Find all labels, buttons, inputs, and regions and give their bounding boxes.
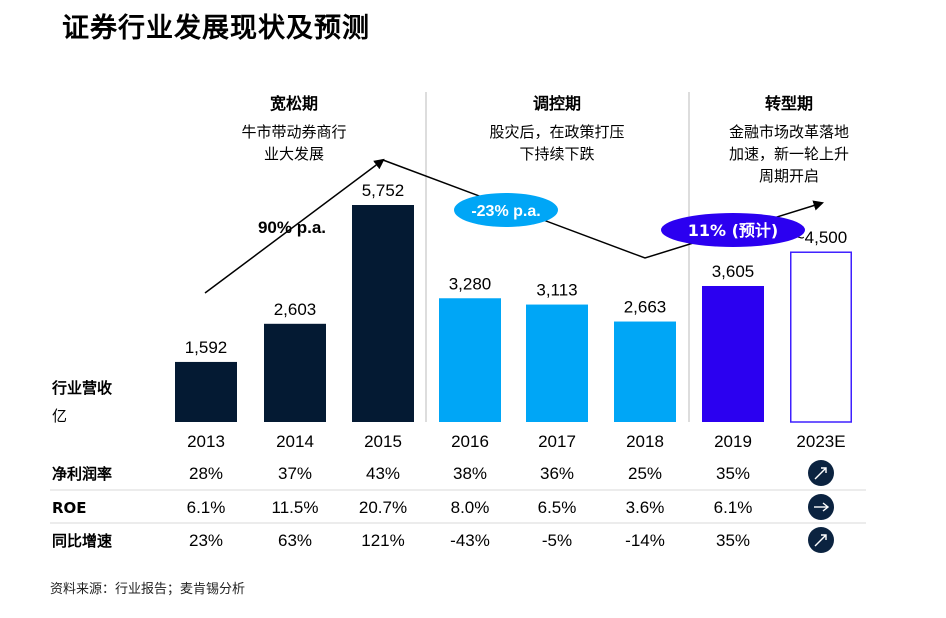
phase-name: 转型期 (765, 94, 813, 113)
phase-desc: 业大发展 (264, 145, 324, 163)
arrow-shaft (814, 467, 827, 480)
bar-2015 (352, 205, 414, 422)
category-label-2019: 2019 (714, 432, 752, 451)
table-cell: 43% (366, 464, 400, 483)
decline-rate-pill (454, 193, 558, 227)
table-cell: 28% (189, 464, 223, 483)
table-cell: 11.5% (272, 498, 319, 517)
table-cell: 121% (361, 531, 404, 550)
category-label-2014: 2014 (276, 432, 314, 451)
phase-desc: 周期开启 (759, 167, 819, 185)
y-axis-label: 行业营收 (51, 379, 112, 397)
value-label-2014: 2,603 (274, 300, 317, 319)
table-cell: -5% (542, 531, 572, 550)
table-cell: 6.5% (538, 498, 577, 517)
bar-2017 (526, 304, 588, 422)
bar-2023E (790, 251, 852, 423)
table-cell: 36% (540, 464, 574, 483)
table-cell: 8.0% (451, 498, 490, 517)
value-label-2018: 2,663 (624, 298, 667, 317)
table-row-label: ROE (52, 499, 87, 517)
bar-2014 (264, 323, 326, 422)
forecast-rate-label: 11% (预计) (688, 221, 779, 240)
value-label-2023E: ~4,500 (795, 228, 847, 247)
phase-desc: 金融市场改革落地 (729, 123, 849, 141)
table-cell: -14% (625, 531, 665, 550)
page-title: 证券行业发展现状及预测 (62, 13, 370, 44)
table-cell: 35% (716, 531, 750, 550)
table-cell: 23% (189, 531, 223, 550)
table-cell: 6.1% (187, 498, 226, 517)
arrow-head (821, 467, 827, 473)
category-label-2015: 2015 (364, 432, 402, 451)
growth-rate-label: 90% p.a. (258, 218, 326, 237)
bar-2013 (175, 361, 237, 422)
phase-desc: 股灾后，在政策打压 (489, 123, 624, 141)
value-label-2016: 3,280 (449, 274, 492, 293)
value-label-2015: 5,752 (362, 181, 405, 200)
arrow-head (821, 534, 827, 540)
table-row-label: 同比增速 (52, 532, 112, 550)
phase-desc: 牛市带动券商行 (241, 123, 346, 141)
table-cell: 37% (278, 464, 312, 483)
table-cell: -43% (450, 531, 490, 550)
decline-rate-label: -23% p.a. (471, 203, 540, 220)
value-label-2013: 1,592 (185, 338, 228, 357)
table-cell: 6.1% (714, 498, 753, 517)
table-cell: 25% (628, 464, 662, 483)
source-note: 资料来源：行业报告；麦肯锡分析 (50, 582, 246, 597)
trend-arrow-growth (204, 158, 385, 294)
bar-2018 (614, 321, 676, 422)
value-label-2019: 3,605 (712, 262, 755, 281)
table-cell: 3.6% (626, 498, 665, 517)
phase-desc: 下持续下跌 (519, 145, 594, 163)
phase-name: 宽松期 (270, 94, 318, 113)
category-label-2018: 2018 (626, 432, 664, 451)
arrow-head (822, 502, 830, 512)
category-label-2017: 2017 (538, 432, 576, 451)
category-label-2016: 2016 (451, 432, 489, 451)
table-row-label: 净利润率 (52, 465, 112, 483)
arrow-shaft (814, 534, 827, 547)
y-axis-unit: 亿 (52, 407, 67, 425)
category-label-2023E: 2023E (796, 432, 845, 451)
table-cell: 63% (278, 531, 312, 550)
value-label-2017: 3,113 (536, 281, 577, 300)
forecast-rate-pill (661, 213, 805, 247)
bar-2016 (439, 298, 501, 422)
table-cell: 35% (716, 464, 750, 483)
bar-2019 (702, 285, 764, 422)
phase-name: 调控期 (533, 94, 581, 113)
phase-desc: 加速，新一轮上升 (729, 145, 849, 163)
table-cell: 38% (453, 464, 487, 483)
category-label-2013: 2013 (187, 432, 225, 451)
table-cell: 20.7% (359, 498, 407, 517)
